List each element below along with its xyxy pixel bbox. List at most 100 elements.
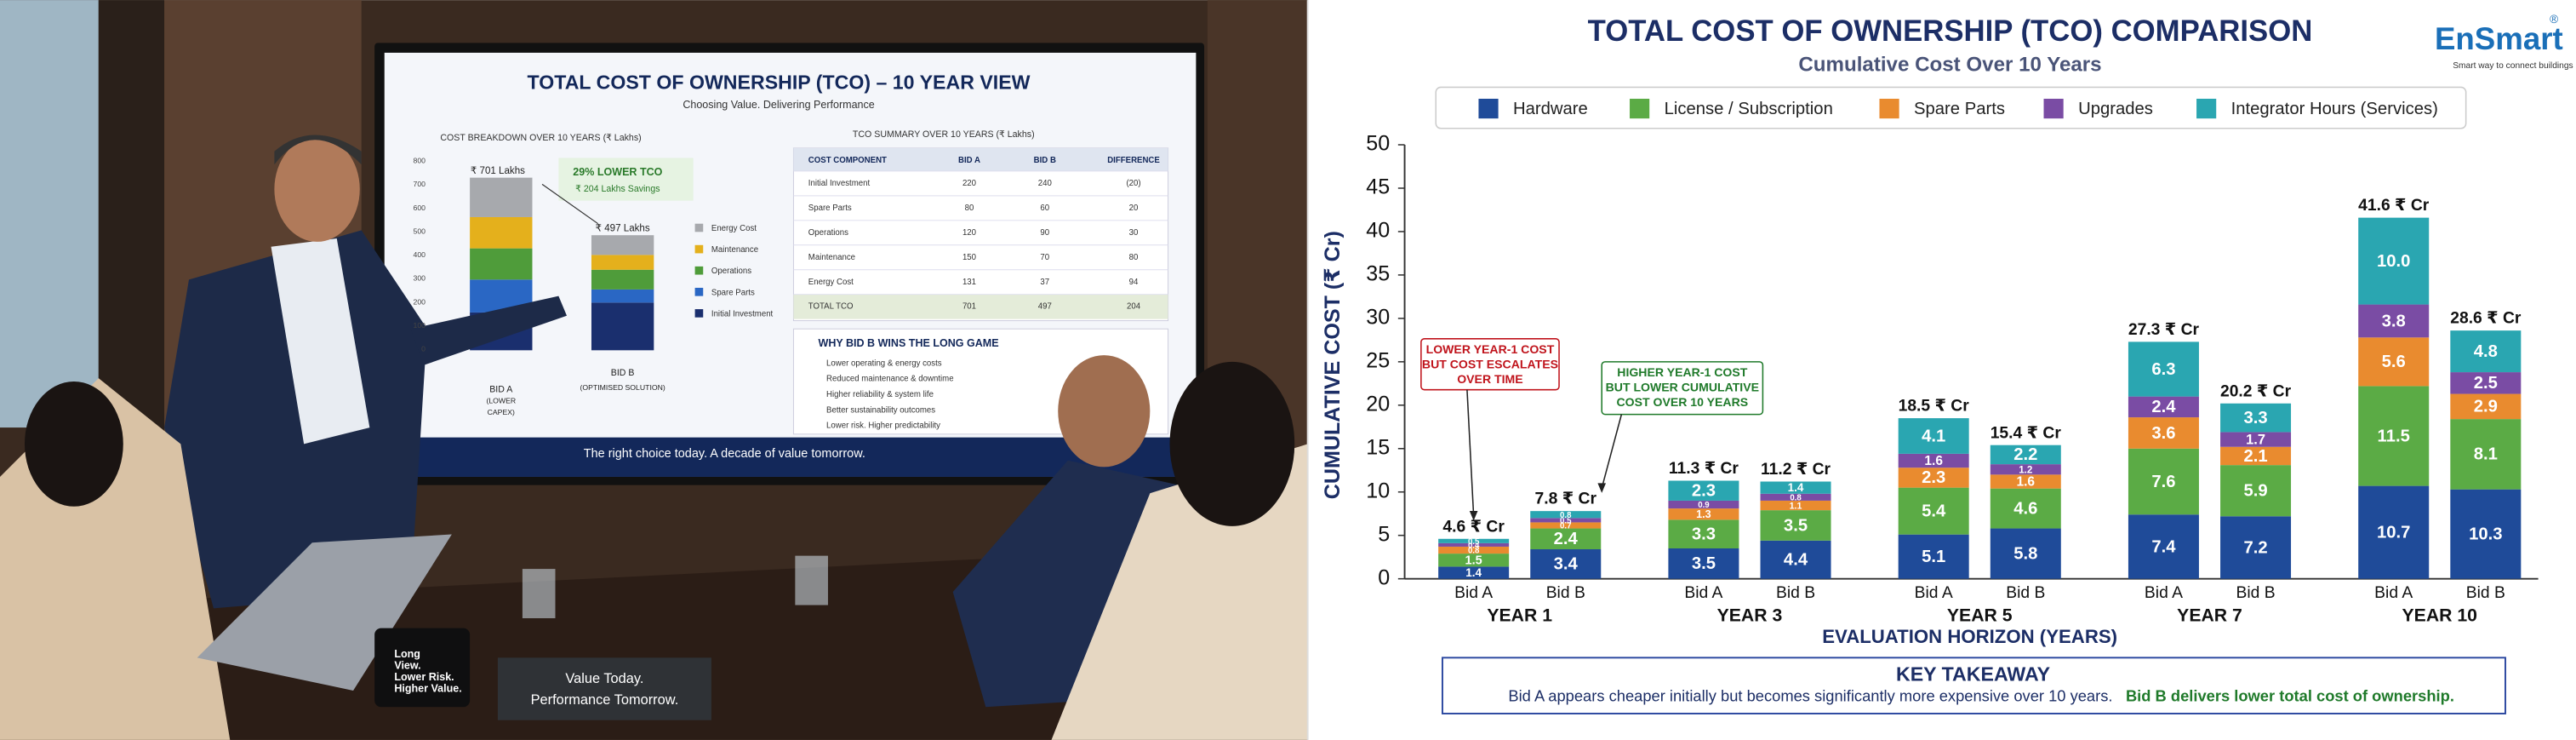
bar-segment: [1668, 548, 1739, 579]
slide-bar-note: (OPTIMISED SOLUTION): [580, 383, 665, 392]
slide-ytick: 200: [414, 297, 426, 306]
x-tick-label: Bid B: [2236, 584, 2275, 602]
segment-label: 2.4: [2151, 398, 2176, 416]
segment-label: 5.1: [1922, 548, 1945, 566]
bar-segment: [2358, 217, 2430, 305]
slide-table-cell: Operations: [808, 228, 848, 238]
presenter-arm: [410, 295, 568, 365]
savings-box: [558, 158, 694, 201]
slide-bar-note: (LOWER: [486, 396, 516, 404]
legend-swatch: [1630, 98, 1650, 119]
chart-title: TOTAL COST OF OWNERSHIP (TCO) COMPARISON: [1588, 15, 2313, 48]
slide-ytick: 0: [421, 344, 426, 353]
x-tick-label: Bid A: [2374, 584, 2413, 602]
legend-swatch: [1478, 98, 1499, 119]
presenter-hair: [274, 135, 362, 165]
slide-callout: 29% LOWER TCO: [573, 166, 662, 178]
total-label: 11.3 ₹ Cr: [1669, 460, 1739, 478]
slide-legend-label: Spare Parts: [711, 288, 755, 297]
x-axis-label: EVALUATION HORIZON (YEARS): [1822, 626, 2117, 647]
legend-label: Hardware: [1513, 100, 1588, 118]
segment-label: 1.1: [1790, 501, 1802, 511]
segment-label: 4.8: [2474, 342, 2498, 361]
bar-segment: [2450, 372, 2522, 394]
group-label: YEAR 7: [2177, 606, 2242, 626]
y-tick-label: 50: [1366, 132, 1390, 156]
total-label: 28.6 ₹ Cr: [2450, 310, 2522, 328]
bar-segment: [1990, 445, 2061, 465]
chart-subtitle: Cumulative Cost Over 10 Years: [1798, 54, 2101, 77]
bar-segment: [2128, 396, 2199, 418]
logo-mark: ®: [2550, 13, 2558, 26]
bar-segment: [1760, 481, 1831, 494]
slide-title: TOTAL COST OF OWNERSHIP (TCO) – 10 YEAR …: [528, 72, 1031, 94]
segment-label: 2.5: [2474, 374, 2498, 393]
slide-ytick: 800: [414, 157, 426, 165]
presenter-body: [164, 230, 427, 609]
bar-segment: [1530, 549, 1602, 579]
bar-segment: [2220, 465, 2292, 517]
logo: EnSmart: [2435, 21, 2563, 56]
bar-segment: [1668, 519, 1739, 548]
total-label: 41.6 ₹ Cr: [2358, 197, 2430, 215]
bar-segment: [1760, 500, 1831, 511]
y-tick-label: 35: [1366, 262, 1390, 286]
bar-segment: [1438, 538, 1510, 543]
bar-segment: [1760, 510, 1831, 541]
slide-table-cell: 131: [962, 278, 976, 287]
slide-legend-label: Operations: [711, 267, 751, 276]
slide-subtitle: Choosing Value. Delivering Performance: [683, 99, 874, 111]
y-tick-label: 45: [1366, 175, 1390, 199]
mini-seg: [591, 235, 654, 255]
bar-segment: [2358, 386, 2430, 486]
segment-label: 3.5: [1692, 554, 1716, 573]
bar-segment: [2220, 403, 2292, 433]
segment-label: 2.4: [1554, 530, 1579, 548]
mini-seg: [591, 289, 654, 303]
takeaway-box: [1442, 657, 2506, 714]
slide-table-cell: 80: [1129, 253, 1139, 262]
y-tick-label: 5: [1378, 522, 1390, 546]
photo: TOTAL COST OF OWNERSHIP (TCO) – 10 YEAR …: [0, 0, 1308, 740]
attendee-left-hair: [24, 381, 123, 507]
mug-text: Lower Risk.: [394, 671, 454, 683]
takeaway-highlight: Bid B delivers lower total cost of owner…: [2126, 687, 2454, 705]
slide-table-cell: 150: [962, 253, 976, 262]
slide-table-cell: TOTAL TCO: [808, 302, 854, 312]
mug: [374, 628, 471, 708]
slide-table-cell: 30: [1129, 228, 1139, 238]
bar-segment: [2450, 489, 2522, 579]
bar-segment: [2220, 516, 2292, 579]
segment-label: 4.4: [1784, 551, 1808, 570]
bar-segment: [1990, 488, 2061, 529]
slide-table-header-cell: DIFFERENCE: [1107, 156, 1160, 165]
x-tick-label: Bid B: [1776, 584, 1815, 602]
segment-label: 1.6: [2017, 475, 2036, 490]
slide-table-cell: 37: [1040, 278, 1049, 287]
group-label: YEAR 3: [1717, 606, 1783, 626]
placard-text: Performance Tomorrow.: [531, 692, 679, 708]
slide-legend-swatch: [694, 287, 704, 296]
y-tick-label: 20: [1366, 392, 1390, 416]
slide-legend-swatch: [694, 223, 704, 232]
segment-label: 2.2: [2013, 445, 2037, 464]
slide-heading: TCO SUMMARY OVER 10 YEARS (₹ Lakhs): [853, 129, 1035, 140]
segment-label: 5.4: [1922, 502, 1946, 520]
x-tick-label: Bid B: [1546, 584, 1585, 602]
placard-text: Value Today.: [565, 671, 643, 686]
x-tick-label: Bid B: [2466, 584, 2505, 602]
slide-table-header: [793, 147, 1168, 171]
slide-table-total: [793, 294, 1168, 319]
slide-ytick: 600: [414, 204, 426, 212]
bar-segment: [1438, 554, 1510, 567]
slide-ytick: 500: [414, 227, 426, 235]
takeaway-title: KEY TAKEAWAY: [1896, 663, 2051, 686]
slide-table-cell: 90: [1040, 228, 1049, 238]
segment-label: 1.4: [1788, 481, 1804, 494]
slide-bar-label: BID B: [611, 368, 635, 378]
total-label: 7.8 ₹ Cr: [1535, 490, 1597, 508]
slide-bullet: Better sustainability outcomes: [826, 405, 935, 415]
legend-swatch: [2196, 98, 2217, 119]
annotation-box: [1420, 338, 1560, 391]
presenter-shirt: [271, 238, 370, 445]
